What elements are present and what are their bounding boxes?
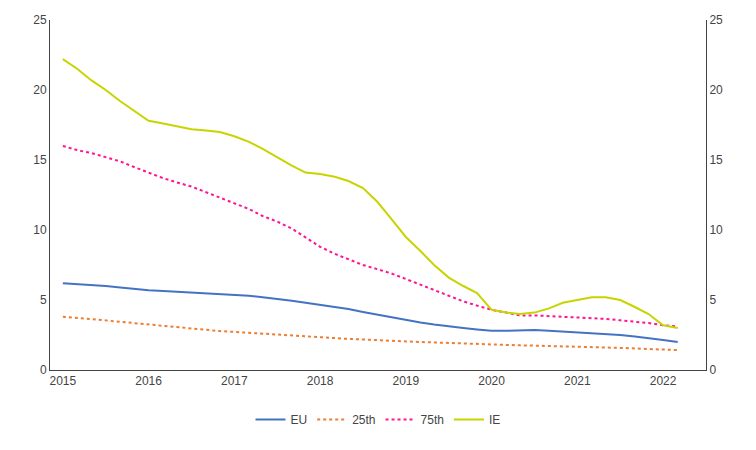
svg-text:5: 5 bbox=[709, 293, 716, 307]
svg-text:2020: 2020 bbox=[478, 374, 505, 388]
svg-text:20: 20 bbox=[33, 83, 47, 97]
svg-text:10: 10 bbox=[33, 223, 47, 237]
svg-text:10: 10 bbox=[709, 223, 723, 237]
svg-text:25: 25 bbox=[709, 13, 723, 27]
svg-text:75th: 75th bbox=[421, 413, 444, 427]
svg-text:2021: 2021 bbox=[564, 374, 591, 388]
svg-text:EU: EU bbox=[291, 413, 308, 427]
svg-text:25th: 25th bbox=[352, 413, 375, 427]
svg-text:15: 15 bbox=[709, 153, 723, 167]
svg-text:25: 25 bbox=[33, 13, 47, 27]
svg-text:2015: 2015 bbox=[50, 374, 77, 388]
svg-text:5: 5 bbox=[40, 293, 47, 307]
svg-text:15: 15 bbox=[33, 153, 47, 167]
svg-text:2019: 2019 bbox=[393, 374, 420, 388]
svg-text:0: 0 bbox=[709, 363, 716, 377]
svg-text:2016: 2016 bbox=[135, 374, 162, 388]
svg-text:2018: 2018 bbox=[307, 374, 334, 388]
svg-text:2017: 2017 bbox=[221, 374, 248, 388]
svg-text:IE: IE bbox=[489, 413, 500, 427]
svg-text:0: 0 bbox=[40, 363, 47, 377]
svg-text:20: 20 bbox=[709, 83, 723, 97]
svg-text:2022: 2022 bbox=[650, 374, 677, 388]
